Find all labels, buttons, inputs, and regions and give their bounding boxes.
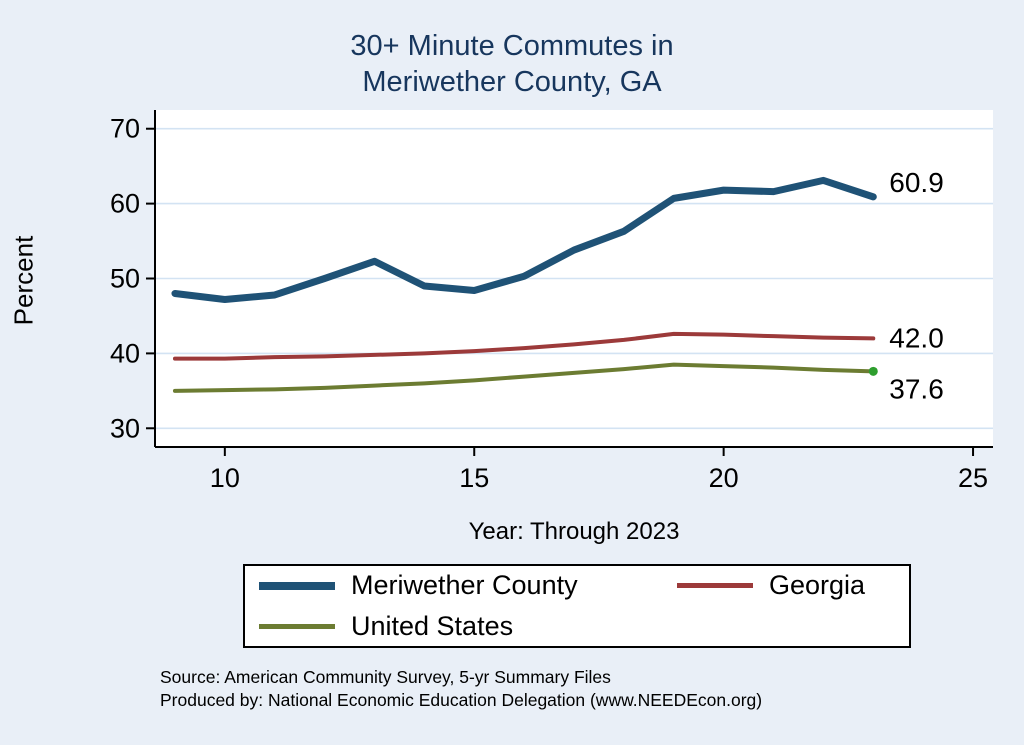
legend-item-united-states: United States — [259, 611, 677, 642]
end-marker-dot-united-states — [868, 366, 878, 376]
legend-item-georgia: Georgia — [677, 570, 909, 601]
legend-swatch-georgia — [677, 583, 753, 588]
y-tick-label: 40 — [110, 338, 140, 368]
series-end-label-meriwether-county: 60.9 — [889, 167, 944, 198]
x-tick-label: 15 — [459, 463, 489, 493]
y-tick-label: 50 — [110, 264, 140, 294]
source-line: Source: American Community Survey, 5-yr … — [160, 667, 611, 687]
series-end-label-united-states: 37.6 — [889, 373, 944, 404]
chart-title: 30+ Minute Commutes in Meriwether County… — [0, 28, 1024, 101]
y-tick-label: 70 — [110, 114, 140, 144]
x-axis-label: Year: Through 2023 — [468, 518, 680, 545]
legend-swatch-meriwether-county — [259, 581, 335, 590]
legend: Meriwether County Georgia United States — [243, 564, 911, 648]
x-tick-label: 25 — [958, 463, 988, 493]
x-tick-label: 10 — [210, 463, 240, 493]
legend-label-united-states: United States — [351, 611, 514, 641]
series-end-label-georgia: 42.0 — [889, 322, 944, 353]
series-line-georgia — [172, 331, 876, 361]
chart-title-line-1: 30+ Minute Commutes in — [350, 30, 674, 62]
legend-swatch-united-states — [259, 624, 335, 629]
y-tick-label: 60 — [110, 189, 140, 219]
legend-item-meriwether-county: Meriwether County — [259, 570, 677, 601]
legend-label-georgia: Georgia — [769, 570, 866, 600]
series-line-united-states — [172, 362, 876, 393]
y-tick-label: 30 — [110, 413, 140, 443]
legend-label-meriwether-county: Meriwether County — [351, 570, 578, 600]
chart-title-line-2: Meriwether County, GA — [362, 66, 662, 99]
x-tick-label: 20 — [709, 463, 739, 493]
series-line-meriwether-county — [171, 176, 877, 303]
producer-line: Produced by: National Economic Education… — [160, 690, 763, 711]
source-block: Source: American Community Survey, 5-yr … — [160, 666, 762, 712]
